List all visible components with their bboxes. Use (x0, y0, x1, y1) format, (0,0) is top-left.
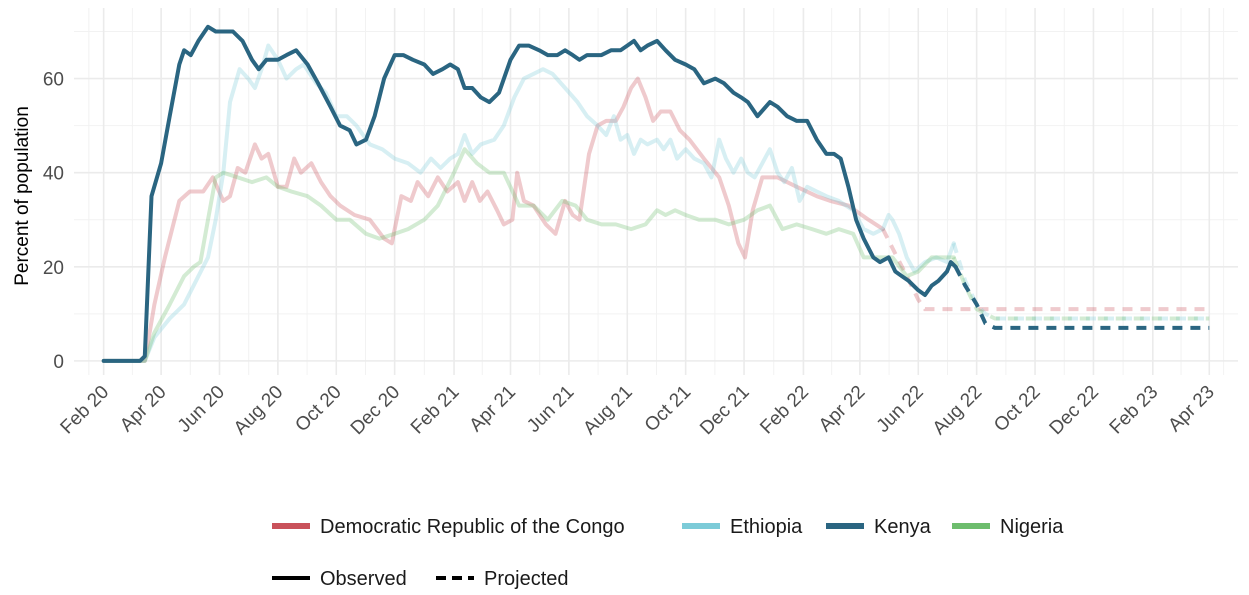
legend-item: Nigeria (952, 516, 1064, 538)
series-line-observed (101, 76, 885, 363)
y-tick-label: 20 (43, 258, 64, 279)
series-line-observed (101, 147, 956, 363)
legend-label: Observed (320, 568, 407, 590)
series-democratic-republic-of-the-congo (101, 76, 1210, 363)
legend-label: Nigeria (1000, 516, 1064, 538)
legend-country: Democratic Republic of the Congo Ethiopia… (272, 516, 1064, 538)
y-tick-label: 40 (43, 164, 64, 185)
x-tick-label: Feb 21 (407, 382, 464, 439)
x-tick-label: Oct 22 (990, 382, 1044, 436)
y-tick-label: 60 (43, 70, 64, 91)
x-tick-label: Jun 20 (174, 382, 229, 437)
y-axis: 0 20 40 60 (43, 70, 64, 373)
series-line-projected (953, 265, 1210, 330)
series-line-projected (951, 256, 1210, 321)
x-tick-label: Apr 21 (466, 382, 520, 436)
x-tick-label: Oct 20 (291, 382, 345, 436)
legend-label: Ethiopia (730, 516, 803, 538)
series-line-projected (951, 242, 1210, 321)
x-tick-label: Feb 22 (756, 382, 813, 439)
legend-item-linetype: Projected (436, 568, 569, 590)
legend-linetype: Observed Projected (272, 568, 569, 590)
x-tick-label: Apr 20 (116, 382, 170, 436)
x-tick-label: Dec 22 (1046, 382, 1103, 439)
x-axis: Feb 20 Apr 20 Jun 20 Aug 20 Oct 20 Dec 20 Feb … (57, 382, 1219, 439)
x-tick-label: Jun 22 (873, 382, 928, 437)
legend-label: Projected (484, 568, 569, 590)
legend-item: Kenya (826, 516, 932, 538)
x-tick-label: Jun 21 (523, 382, 578, 437)
legend-item: Ethiopia (682, 516, 803, 538)
legend-item-linetype: Observed (272, 568, 407, 590)
series-nigeria (101, 147, 1210, 363)
legend-item: Democratic Republic of the Congo (272, 516, 625, 538)
x-tick-label: Apr 23 (1164, 382, 1218, 436)
x-tick-label: Aug 20 (230, 382, 287, 439)
x-tick-label: Oct 21 (641, 382, 695, 436)
series-layer (101, 24, 1210, 363)
grid-major (74, 8, 1238, 375)
y-tick-label: 0 (53, 352, 64, 373)
x-tick-label: Aug 21 (579, 382, 636, 439)
series-kenya (101, 24, 1210, 363)
x-tick-label: Feb 20 (57, 382, 114, 439)
x-tick-label: Apr 22 (815, 382, 869, 436)
x-tick-label: Dec 21 (696, 382, 753, 439)
series-line-observed (101, 24, 958, 363)
x-tick-label: Feb 23 (1106, 382, 1163, 439)
y-axis-title: Percent of population (12, 106, 33, 286)
legend-label: Kenya (874, 516, 932, 538)
x-tick-label: Dec 20 (347, 382, 404, 439)
series-line-projected (881, 228, 1210, 312)
legend-label: Democratic Republic of the Congo (320, 516, 625, 538)
grid-minor (74, 8, 1238, 375)
x-tick-label: Aug 22 (929, 382, 986, 439)
